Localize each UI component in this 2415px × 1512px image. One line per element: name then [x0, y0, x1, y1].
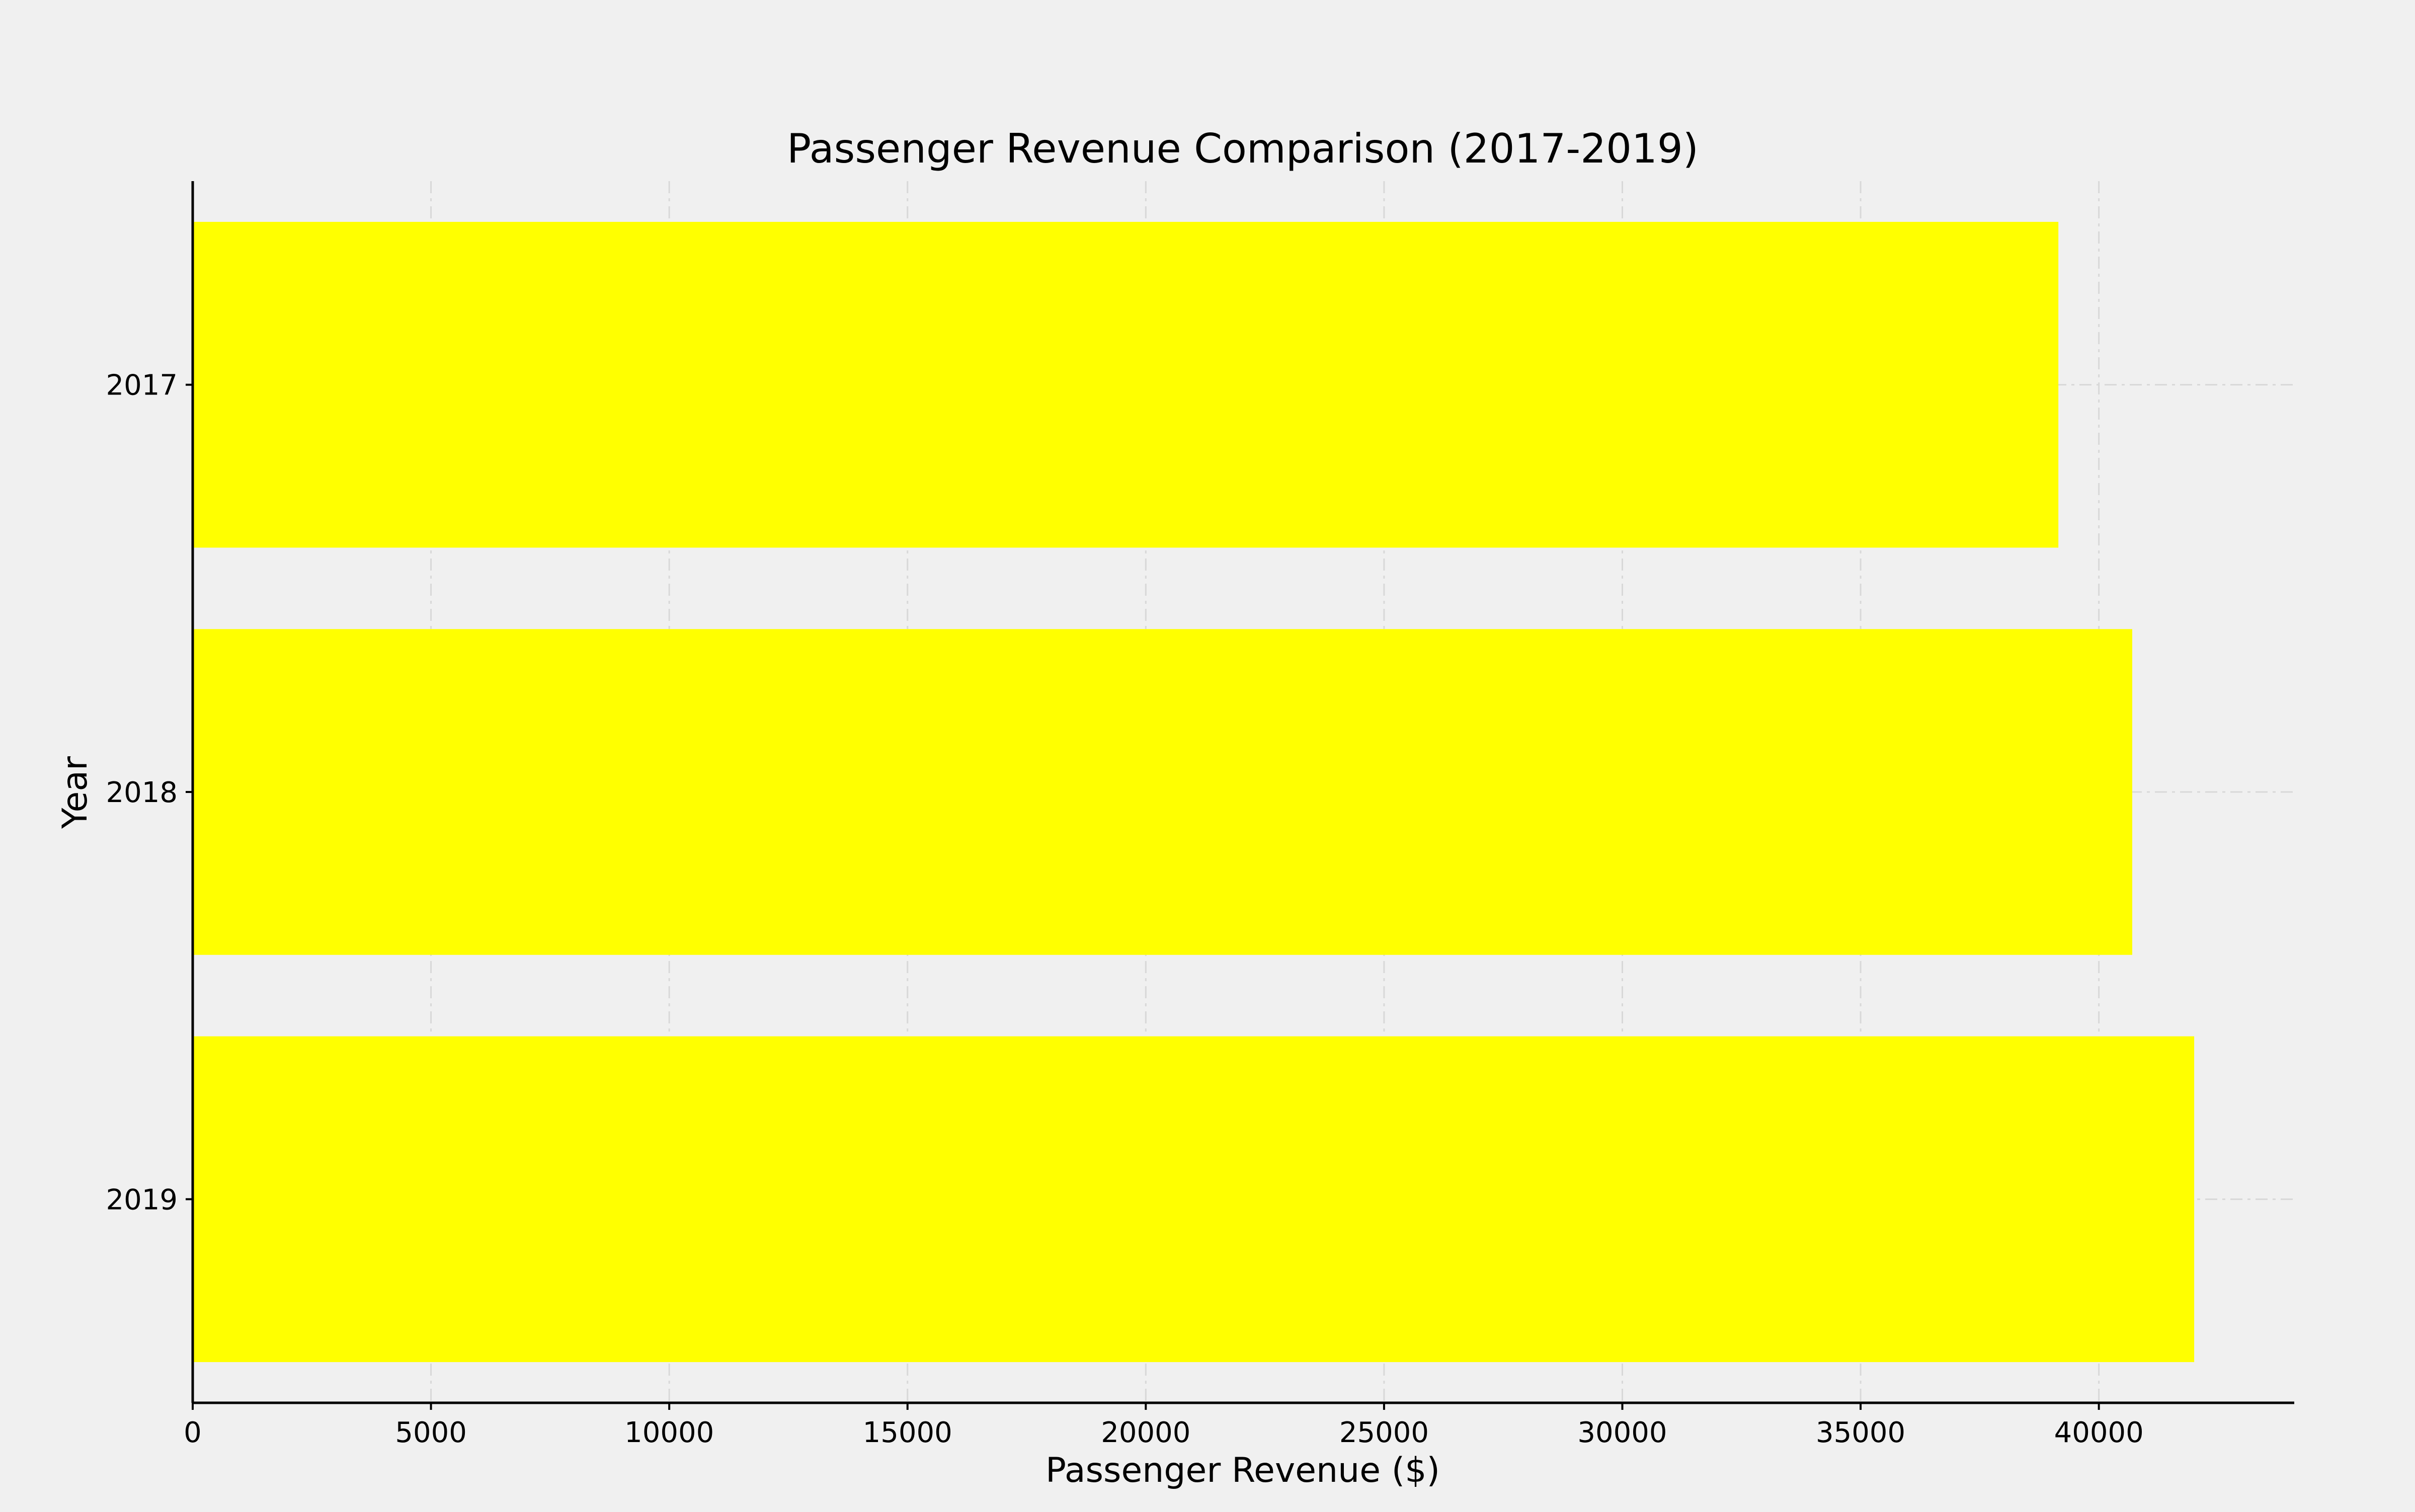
y-axis-title: Year — [55, 756, 95, 829]
y-tick-label: 2019 — [106, 1183, 178, 1216]
x-tick-label: 0 — [184, 1416, 202, 1449]
bar-2018 — [193, 629, 2132, 955]
bar-2019 — [193, 1036, 2195, 1363]
y-tick-label: 2017 — [106, 369, 178, 402]
bars — [193, 221, 2195, 1363]
x-tick-label: 10000 — [624, 1416, 714, 1449]
x-tick-label: 5000 — [395, 1416, 467, 1449]
x-tick-label: 35000 — [1816, 1416, 1905, 1449]
x-tick-label: 40000 — [2054, 1416, 2144, 1449]
x-tick-label: 25000 — [1339, 1416, 1429, 1449]
x-axis-title: Passenger Revenue ($) — [1045, 1451, 1440, 1490]
ticks: 0 5000 10000 15000 20000 25000 30000 35000 40000… — [106, 369, 2143, 1449]
x-tick-label: 15000 — [863, 1416, 952, 1449]
y-tick-label: 2018 — [106, 776, 178, 809]
chart-title: Passenger Revenue Comparison (2017-2019) — [787, 125, 1699, 172]
bar-2017 — [193, 221, 2059, 548]
x-tick-label: 20000 — [1101, 1416, 1190, 1449]
x-tick-label: 30000 — [1577, 1416, 1667, 1449]
